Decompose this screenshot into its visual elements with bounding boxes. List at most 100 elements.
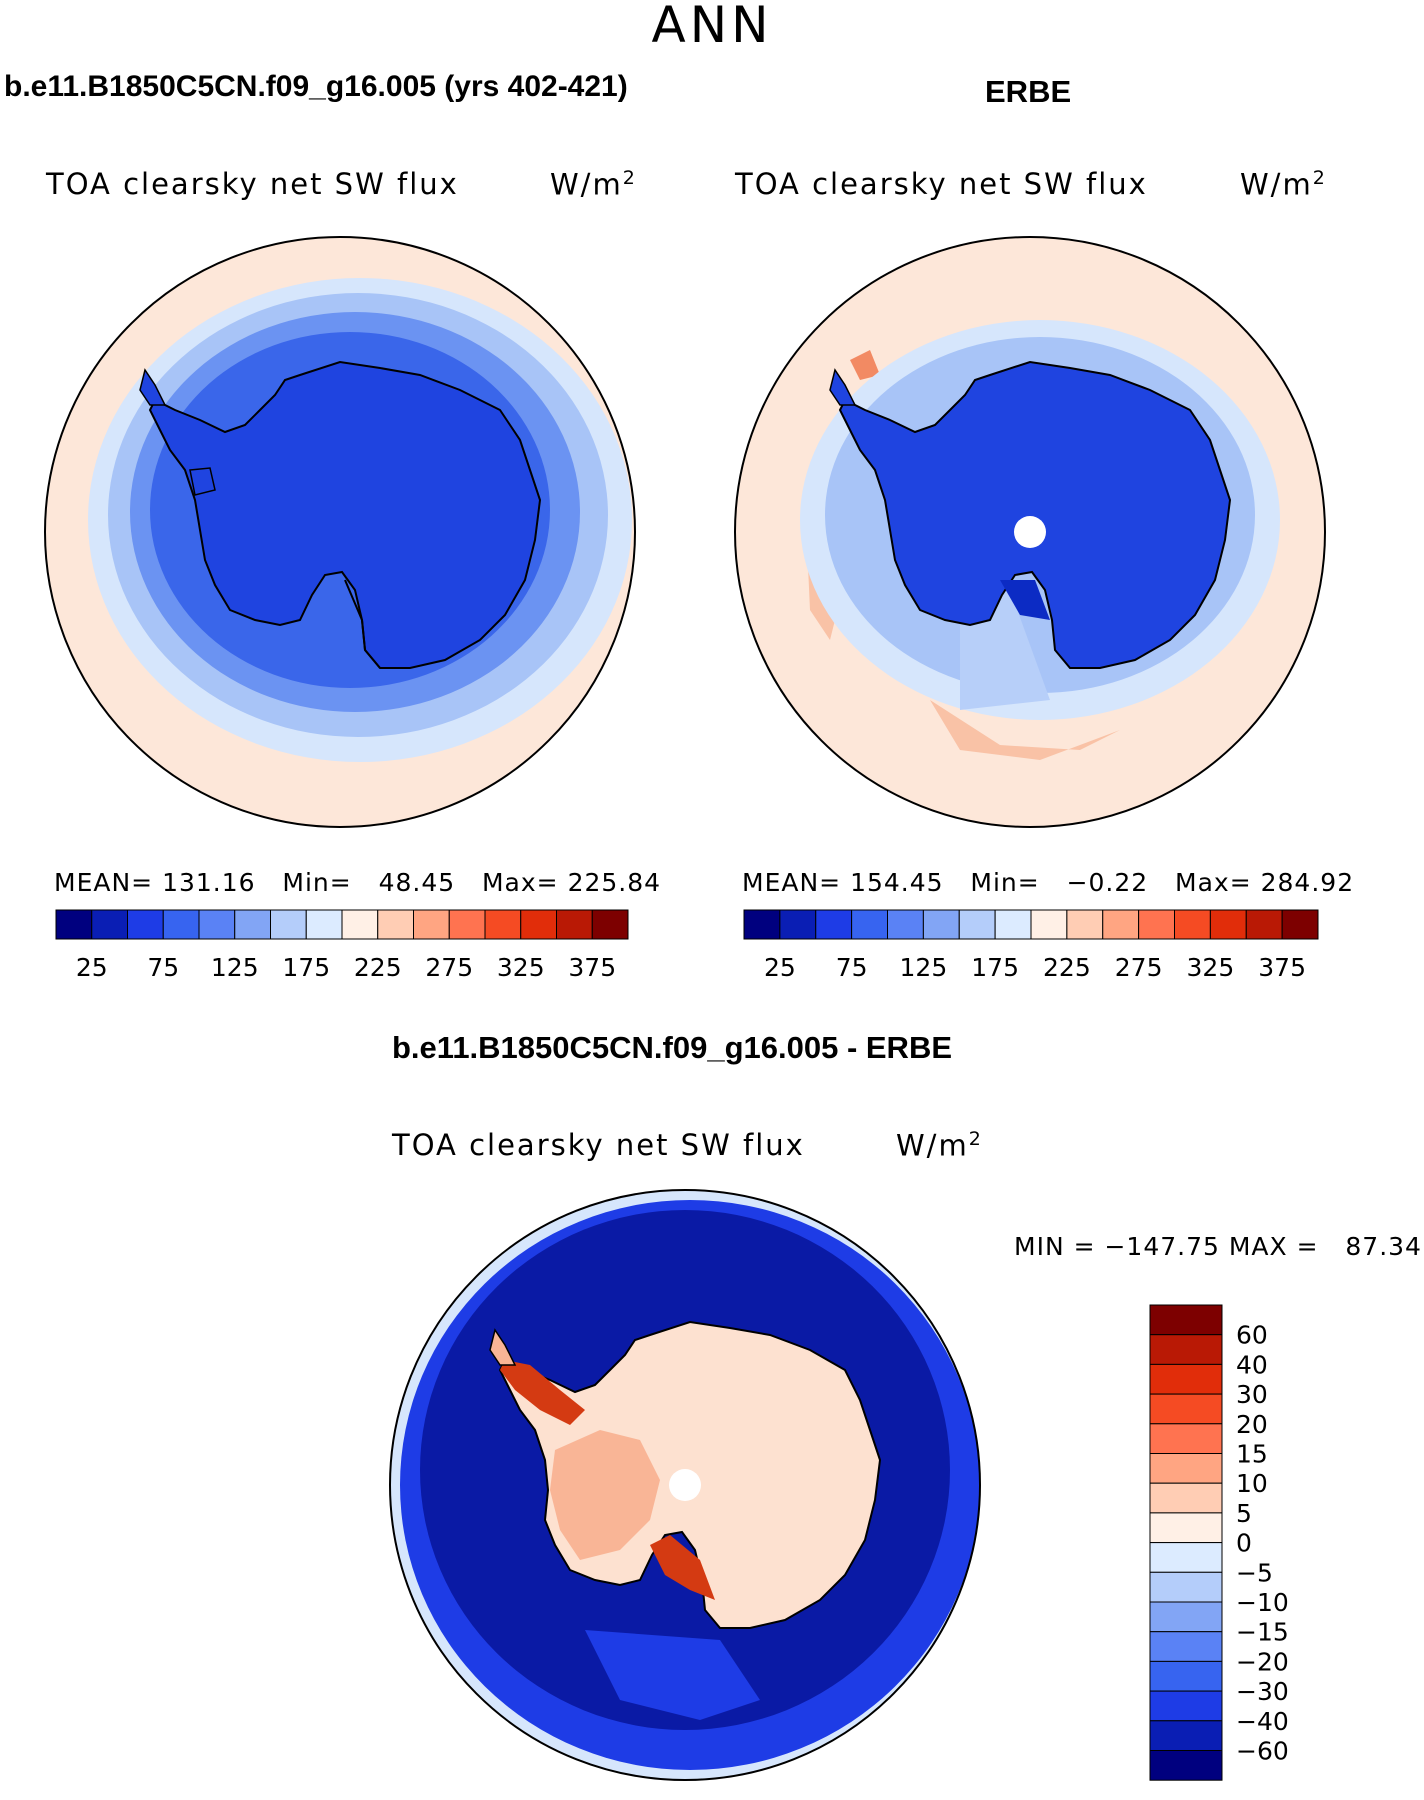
panel-1-min-label: Min= (282, 868, 352, 897)
map-1-ross-shelf (344, 579, 381, 669)
colorbar-1-swatch (556, 909, 593, 940)
map-3-pole-hole (669, 1469, 701, 1501)
colorbar-diff-swatch (1149, 1542, 1223, 1573)
colorbar-2-swatch (958, 909, 996, 940)
colorbar-1-swatch (520, 909, 557, 940)
colorbar-2: 25 75 125 175 225 275 325 375 (743, 909, 1319, 982)
panel-2-min: −0.22 (1066, 868, 1149, 897)
colorbar-1-swatch (305, 909, 343, 940)
colorbar-diff-label: 20 (1236, 1410, 1268, 1439)
colorbar-diff-label: −10 (1236, 1588, 1289, 1617)
map-3-pale-strip (585, 1630, 760, 1720)
diff-case-title: b.e11.B1850C5CN.f09_g16.005 - ERBE (392, 1030, 953, 1065)
colorbar-2-swatch (922, 909, 960, 940)
colorbar-2-swatch (1245, 909, 1283, 940)
map-2-pole-hole (1014, 516, 1046, 548)
panel-2-case-title: ERBE (985, 74, 1072, 109)
panel-1-min: 48.45 (378, 868, 456, 897)
colorbar-1-swatch (341, 909, 379, 940)
colorbar-2-swatch (1066, 909, 1104, 940)
colorbar-1-swatch (162, 909, 200, 940)
panel-1-units-exp: 2 (622, 167, 637, 189)
colorbar-diff-label: −30 (1236, 1677, 1289, 1706)
colorbar-diff-label: 15 (1236, 1440, 1268, 1469)
colorbar-diff-swatch (1149, 1363, 1223, 1395)
colorbar-1-label: 25 (76, 953, 108, 982)
colorbar-1-swatch (91, 909, 128, 940)
colorbar-1-swatch (127, 909, 164, 940)
panel-2-units: W/m2 (1240, 167, 1327, 202)
panel-1-units: W/m2 (550, 167, 637, 202)
colorbar-1-swatch (413, 909, 450, 940)
map-1-weddell (189, 467, 216, 496)
colorbar-diff-swatch (1149, 1720, 1223, 1752)
colorbar-diff-label: 5 (1236, 1499, 1252, 1528)
colorbar-diff-label: −5 (1236, 1558, 1273, 1587)
panel-1-units-text: W/m (550, 167, 623, 202)
map-3-peninsula-outline (489, 1328, 517, 1366)
colorbar-diff-label: 10 (1236, 1469, 1268, 1498)
colorbar-diff-swatch (1149, 1482, 1223, 1514)
colorbar-diff-swatch (1149, 1334, 1223, 1365)
diff-variable: TOA clearsky net SW flux (392, 1128, 805, 1162)
colorbar-1-swatch (270, 909, 307, 940)
map-1-border (44, 236, 636, 828)
colorbar-diff-swatch (1149, 1304, 1223, 1336)
colorbar-diff-swatch (1149, 1601, 1223, 1633)
colorbar-2-swatch (1030, 909, 1068, 940)
map-3-hot-peninsula (500, 1360, 585, 1425)
panel-2-mean-label: MEAN= (742, 868, 842, 897)
colorbar-diff-swatch (1149, 1660, 1223, 1692)
colorbar-diff-label: −40 (1236, 1707, 1289, 1736)
colorbar-1-label: 375 (568, 953, 616, 982)
colorbar-2-label: 275 (1115, 953, 1163, 982)
colorbar-diff-label: −60 (1236, 1737, 1289, 1766)
panel-2-mean: 154.45 (850, 868, 944, 897)
colorbar-2-swatch (1138, 909, 1175, 940)
colorbar-1-swatch (591, 909, 629, 940)
map-1-continent (148, 360, 542, 669)
page-title: ANN (651, 0, 773, 54)
colorbar-2-swatch (994, 909, 1032, 940)
colorbar-1-swatch (484, 909, 522, 940)
colorbar-2-swatch (779, 909, 817, 940)
diff-units-text: W/m (896, 1128, 969, 1163)
colorbar-2-swatch (887, 909, 924, 940)
colorbar-diff-swatch (1149, 1690, 1223, 1722)
colorbar-1-label: 75 (147, 953, 179, 982)
colorbar-2-label: 75 (836, 953, 868, 982)
colorbar-2-swatch (1209, 909, 1247, 940)
colorbar-1-label: 125 (211, 953, 259, 982)
map-2-warm-patch-nw (850, 350, 880, 380)
panel-1-max-label: Max= (481, 868, 559, 897)
colorbar-diff-label: 30 (1236, 1380, 1268, 1409)
colorbar-2-label: 325 (1187, 953, 1235, 982)
colorbar-diff-swatch (1149, 1393, 1223, 1425)
colorbar-diff-swatch (1149, 1423, 1223, 1455)
colorbar-2-swatch (1102, 909, 1140, 940)
map-2-peninsula (829, 368, 857, 406)
colorbar-1-label: 325 (497, 953, 545, 982)
colorbar-1-label: 175 (282, 953, 330, 982)
map-3-border (389, 1189, 981, 1781)
diff-units-exp: 2 (968, 1128, 983, 1150)
colorbar-2-swatch (1174, 909, 1211, 940)
colorbar-diff-label: 0 (1236, 1529, 1252, 1558)
colorbar-1-swatch (377, 909, 414, 940)
colorbar-2-label: 375 (1258, 953, 1306, 982)
map-1-model (45, 237, 635, 827)
map-2-continent (838, 360, 1232, 669)
colorbar-1-swatch (55, 909, 93, 940)
colorbar-1-swatch (234, 909, 271, 940)
map-2-erbe (735, 237, 1325, 827)
colorbar-1-label: 225 (354, 953, 402, 982)
panel-2-variable: TOA clearsky net SW flux (735, 167, 1148, 201)
map-2-dark-patch (1000, 580, 1050, 620)
colorbar-diff-label: 60 (1236, 1321, 1268, 1350)
map-1-peninsula (139, 368, 167, 406)
panel-1-max: 225.84 (567, 868, 662, 897)
colorbar-diff-label: −15 (1236, 1618, 1289, 1647)
colorbar-1: 25 75 125 175 225 275 325 375 (55, 909, 629, 982)
